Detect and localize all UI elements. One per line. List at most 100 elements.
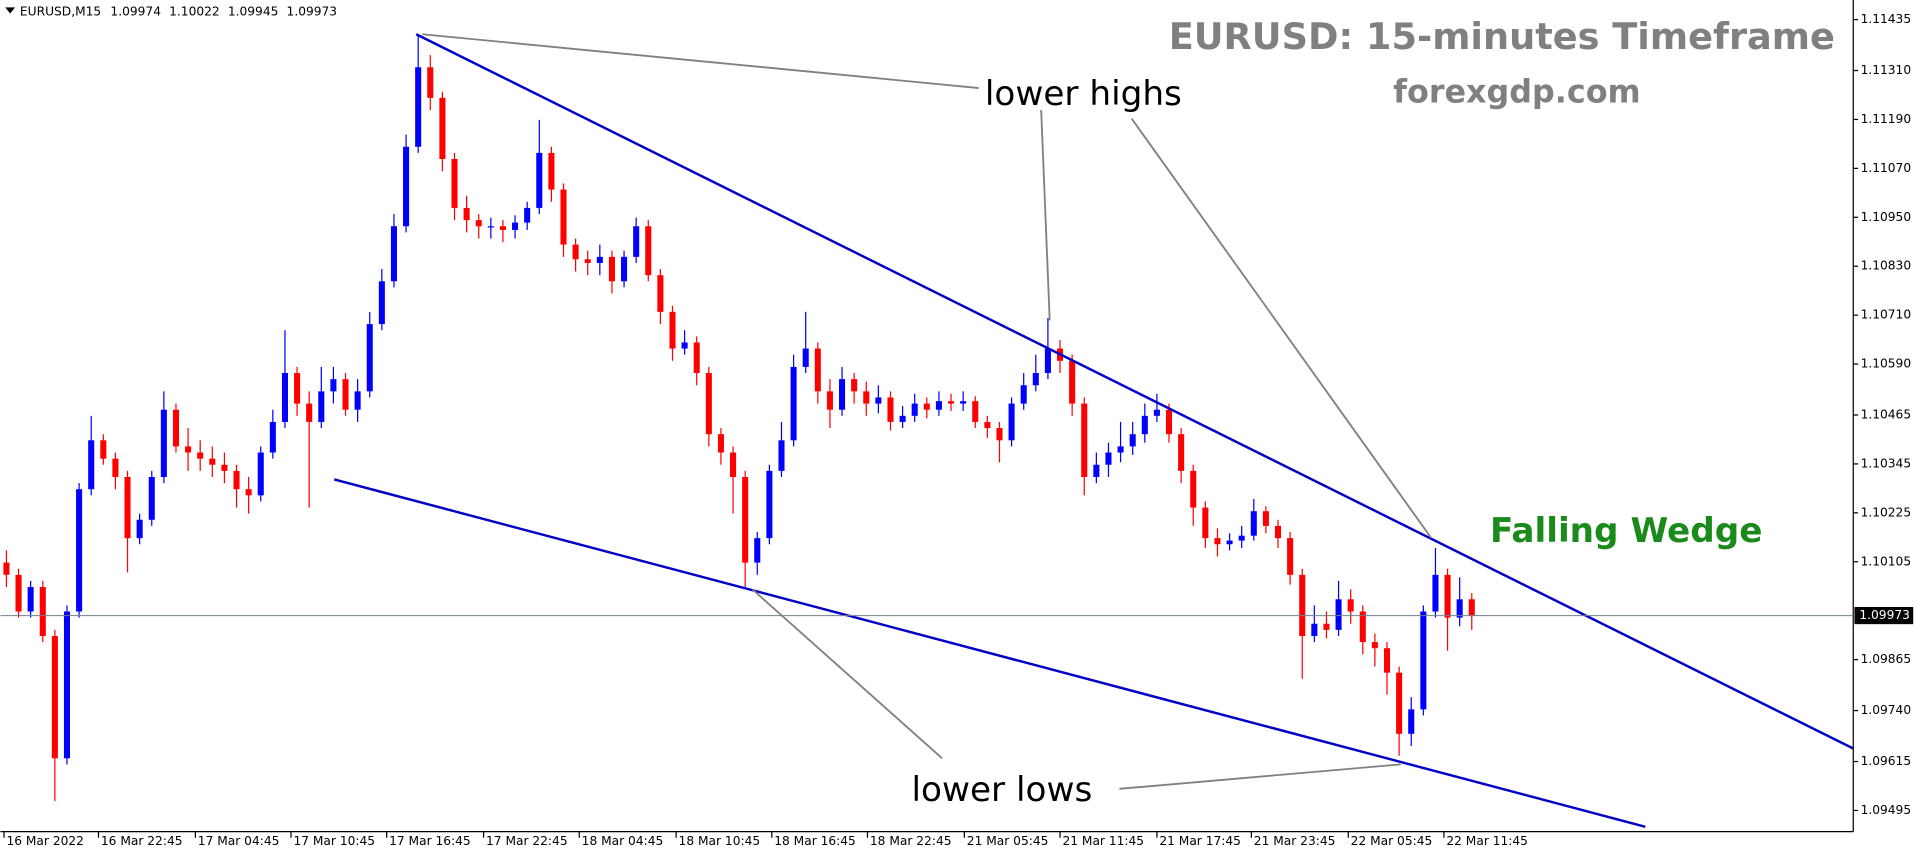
candle-body: [1299, 574, 1306, 636]
candle-body: [875, 397, 882, 404]
y-tick-label: 1.10465: [1861, 408, 1912, 422]
x-tick-label: 18 Mar 04:45: [582, 834, 664, 848]
candle-body: [1396, 672, 1403, 734]
candle-body: [996, 428, 1003, 441]
candle-body: [814, 348, 821, 392]
candle-body: [984, 421, 991, 429]
candle-body: [1359, 611, 1366, 643]
candle-body: [899, 415, 906, 422]
candle-body: [596, 256, 603, 263]
y-tick-label: 1.10225: [1861, 505, 1912, 519]
candle-body: [39, 587, 46, 636]
candle-body: [1335, 599, 1342, 630]
candle-body: [1456, 599, 1463, 618]
candle-body: [1105, 452, 1112, 465]
candle-body: [63, 611, 71, 759]
candle-body: [839, 379, 846, 410]
candle-body: [1008, 403, 1015, 441]
candle-body: [76, 489, 83, 612]
x-tick-label: 18 Mar 10:45: [679, 834, 761, 848]
candle-body: [1250, 511, 1257, 536]
candle-body: [112, 458, 119, 477]
y-tick-label: 1.11310: [1861, 63, 1912, 77]
candle-body: [245, 489, 252, 496]
candle-body: [730, 452, 737, 477]
candle-body: [887, 397, 894, 422]
menu-icon: [5, 7, 16, 14]
candle-body: [451, 158, 458, 208]
header-value: 1.10022: [169, 5, 220, 19]
candle-body: [1323, 623, 1330, 630]
candle-body: [172, 409, 180, 447]
y-tick-label: 1.09740: [1861, 703, 1912, 717]
candle-body: [88, 440, 95, 490]
header-value: 1.09973: [287, 5, 338, 19]
candle-body: [669, 311, 676, 349]
header-value: 1.09945: [228, 5, 279, 19]
y-tick-label: 1.09865: [1861, 652, 1912, 666]
candle-body: [185, 446, 192, 453]
candle-body: [148, 476, 155, 520]
x-tick-label: 21 Mar 17:45: [1159, 834, 1241, 848]
candle-body: [911, 403, 918, 416]
candle-body: [1238, 535, 1245, 541]
candle-body: [645, 226, 652, 276]
candle-body: [15, 574, 22, 612]
candle-body: [851, 379, 858, 392]
candle-body: [1093, 464, 1100, 477]
candle-body: [584, 259, 591, 263]
candle-body: [257, 452, 264, 496]
candle-body: [1117, 446, 1124, 453]
candle-body: [742, 476, 749, 563]
x-tick-label: 16 Mar 22:45: [101, 834, 183, 848]
candle-body: [972, 401, 979, 422]
candle-body: [463, 207, 470, 221]
candle-body: [948, 401, 955, 404]
y-tick-label: 1.10345: [1861, 456, 1912, 470]
candle-body: [1468, 599, 1475, 616]
candle-body: [439, 97, 446, 159]
candle-body: [233, 470, 240, 490]
candle-body: [1420, 611, 1427, 710]
candles: [3, 34, 1475, 802]
candle-body: [633, 226, 640, 257]
candle-body: [1069, 360, 1076, 404]
x-tick-label: 21 Mar 23:45: [1254, 834, 1336, 848]
x-tick-label: 21 Mar 11:45: [1062, 834, 1144, 848]
candle-body: [1226, 540, 1233, 545]
pointer-line: [1130, 118, 1433, 539]
candle-body: [475, 220, 482, 227]
candle-body: [766, 470, 773, 539]
candle-body: [548, 152, 555, 190]
candle-body: [294, 373, 301, 404]
candle-body: [209, 458, 216, 465]
pointer-lines: [422, 33, 1433, 790]
candle-body: [1190, 470, 1197, 508]
candle-body: [863, 391, 870, 404]
y-tick-label: 1.11190: [1861, 112, 1912, 126]
candle-body: [1153, 409, 1160, 416]
y-tick-label: 1.11435: [1861, 12, 1912, 26]
candle-body: [330, 379, 337, 392]
pointer-line: [1040, 110, 1051, 321]
candle-body: [378, 281, 385, 325]
current-price-box: [1854, 607, 1914, 625]
pointer-line: [422, 33, 979, 89]
candle-body: [1129, 434, 1136, 447]
y-tick-label: 1.09495: [1861, 803, 1912, 817]
candle-body: [487, 226, 494, 228]
candle-body: [100, 440, 107, 459]
chart-title: EURUSD: 15-minutes Timeframe: [1169, 15, 1835, 58]
candle-body: [717, 434, 724, 453]
candle-body: [1081, 403, 1088, 477]
candle-body: [1408, 709, 1415, 734]
symbol: EURUSD,M15: [20, 5, 101, 19]
candle-body: [802, 348, 809, 367]
candle-body: [499, 226, 506, 230]
current-price-label: 1.09973: [1859, 608, 1910, 622]
candle-body: [560, 189, 567, 245]
candle-body: [778, 440, 785, 471]
candle-body: [1347, 599, 1354, 612]
candle-body: [1020, 385, 1027, 404]
